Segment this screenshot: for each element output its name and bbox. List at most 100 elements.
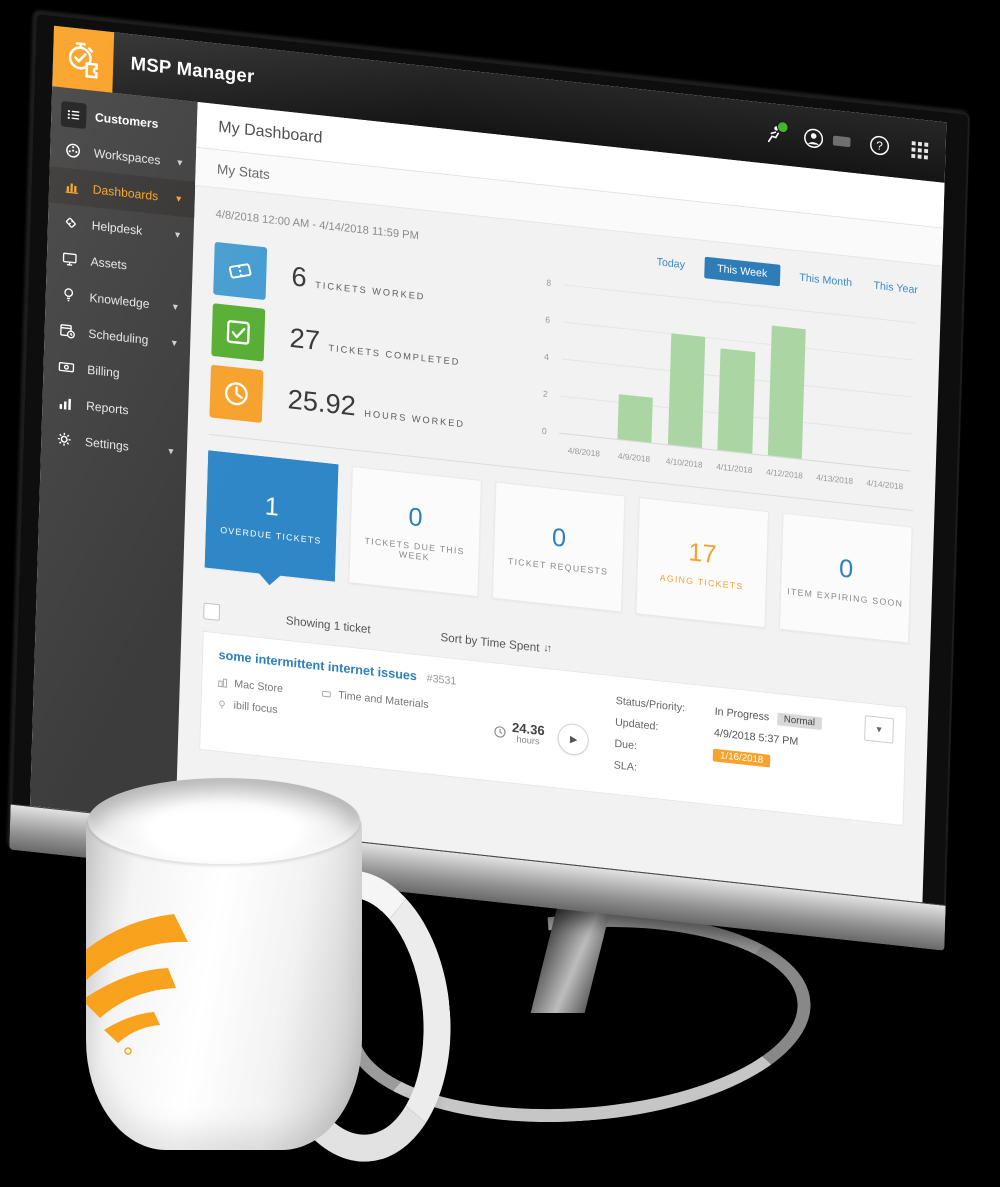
card-label: TICKET REQUESTS: [507, 556, 609, 577]
coffee-mug: [86, 778, 463, 1170]
metric-label: TICKETS COMPLETED: [328, 343, 461, 369]
select-all-checkbox[interactable]: [203, 602, 221, 621]
sidebar-item-reports[interactable]: Reports: [42, 383, 189, 435]
page-title: My Dashboard: [218, 117, 323, 147]
card-aging-tickets[interactable]: 17 AGING TICKETS: [635, 497, 770, 629]
metric-tickets-worked: 6 TICKETS WORKED: [213, 241, 525, 329]
metric-label: TICKETS WORKED: [315, 280, 426, 303]
chart-bar: [767, 325, 807, 459]
ticket-row: some intermittent internet issues #3531 …: [199, 630, 908, 826]
x-tick: 4/14/2018: [866, 477, 904, 492]
monitor-icon: [56, 249, 82, 268]
location-icon: [219, 700, 225, 709]
priority-badge: Normal: [776, 712, 823, 730]
showing-count: Showing 1 ticket: [285, 612, 371, 636]
ticket-title-link[interactable]: some intermittent internet issues: [218, 647, 418, 684]
sort-label: Sort by Time Spent: [440, 629, 540, 655]
calendar-clock-icon: [54, 321, 80, 340]
building-icon: [217, 678, 228, 688]
sidebar-item-label: Helpdesk: [91, 218, 143, 238]
metrics: 6 TICKETS WORKED: [209, 241, 525, 452]
ticket-field-labels: Status/Priority: Updated: Due: SLA:: [613, 690, 701, 785]
card-value: 0: [408, 501, 424, 533]
start-timer-button[interactable]: ▶: [557, 722, 590, 757]
chart-bar: [617, 394, 653, 443]
billing-type-icon: [322, 690, 331, 698]
list-icon: [60, 100, 87, 129]
account-icon[interactable]: [803, 126, 825, 150]
card-tickets-due-this-week[interactable]: 0 TICKETS DUE THIS WEEK: [348, 465, 482, 598]
chevron-down-icon: ▼: [169, 337, 179, 348]
sidebar-item-knowledge[interactable]: Knowledge ▼: [45, 274, 192, 326]
chart-bar: [567, 433, 602, 438]
sidebar-item-settings[interactable]: Settings ▼: [41, 419, 188, 471]
metric-value: 27: [289, 322, 321, 356]
sidebar-item-label: Billing: [87, 362, 120, 380]
sidebar-item-customers[interactable]: Customers: [51, 94, 198, 146]
mug-opening: [88, 778, 360, 864]
time-spent: 24.36 hours: [493, 719, 545, 748]
monitor: MSP Manager: [9, 12, 971, 951]
toggle-icon[interactable]: [832, 135, 851, 148]
sidebar: Customers Workspaces ▼: [30, 86, 198, 822]
help-icon[interactable]: ?: [869, 134, 891, 158]
sidebar-item-billing[interactable]: Billing: [43, 347, 190, 399]
tab-today[interactable]: Today: [656, 256, 686, 272]
card-item-expiring-soon[interactable]: 0 ITEM EXPIRING SOON: [779, 512, 913, 644]
apps-grid-icon[interactable]: [908, 138, 930, 162]
sidebar-item-label: Workspaces: [93, 146, 161, 167]
svg-text:?: ?: [876, 138, 883, 153]
date-range: 4/8/2018 12:00 AM - 4/14/2018 11:59 PM: [215, 208, 420, 243]
x-tick: 4/11/2018: [716, 461, 753, 476]
chevron-down-icon: ▼: [174, 192, 184, 204]
sidebar-item-label: Scheduling: [88, 326, 149, 347]
card-label: TICKETS DUE THIS WEEK: [364, 535, 465, 563]
ticket-billing-type: Time and Materials: [338, 689, 429, 711]
sidebar-item-dashboards[interactable]: Dashboards ▼: [48, 166, 196, 219]
ticket-id: #3531: [426, 672, 457, 688]
card-ticket-requests[interactable]: 0 TICKET REQUESTS: [491, 481, 626, 613]
tab-this-year[interactable]: This Year: [873, 279, 919, 297]
ticket-field-values: In Progress Normal 4/9/2018 5:37 PM 1/16…: [712, 701, 823, 798]
solarwinds-logo: [86, 914, 188, 1055]
sidebar-item-label: Dashboards: [92, 182, 159, 203]
tab-this-week[interactable]: This Week: [704, 256, 781, 287]
y-tick: 6: [545, 314, 551, 326]
banknote-icon: [53, 357, 79, 376]
sidebar-item-helpdesk[interactable]: Helpdesk ▼: [48, 202, 195, 254]
sidebar-item-assets[interactable]: Assets: [46, 238, 193, 290]
sidebar-item-scheduling[interactable]: Scheduling ▼: [44, 311, 191, 363]
sidebar-item-workspaces[interactable]: Workspaces ▼: [50, 130, 197, 182]
y-tick: 8: [546, 277, 552, 288]
notification-badge: [776, 120, 789, 134]
tab-this-month[interactable]: This Month: [799, 271, 853, 290]
stopwatch-ticket-icon: [68, 42, 98, 79]
sort-control[interactable]: Sort by Time Spent ↓↑: [440, 630, 550, 656]
chart-bar: [667, 333, 706, 449]
ticket-customer: Mac Store: [234, 678, 284, 696]
app-logo: [52, 25, 115, 93]
metric-hours-worked: 25.92 HOURS WORKED: [209, 364, 521, 452]
sidebar-item-label: Knowledge: [89, 290, 150, 311]
time-spent-unit: hours: [516, 734, 540, 748]
ticket-diamond-icon: [58, 213, 84, 232]
sidebar-item-label: Reports: [85, 398, 129, 417]
activity-icon[interactable]: [763, 120, 789, 146]
card-overdue-tickets[interactable]: 1 OVERDUE TICKETS: [204, 450, 339, 582]
ticket-icon: [213, 241, 268, 301]
ticket-actions-dropdown[interactable]: ▼: [864, 715, 895, 744]
chart-bars: [559, 284, 915, 470]
chevron-down-icon: ▼: [173, 228, 183, 240]
due-date-badge: 1/16/2018: [713, 748, 771, 768]
top-bar: MSP Manager: [52, 25, 947, 183]
card-label: OVERDUE TICKETS: [220, 525, 322, 546]
y-tick: 0: [541, 425, 547, 437]
x-tick: 4/13/2018: [816, 472, 854, 486]
chevron-down-icon: ▼: [170, 301, 180, 312]
metric-label: HOURS WORKED: [364, 408, 466, 431]
card-label: ITEM EXPIRING SOON: [787, 586, 904, 609]
x-tick: 4/9/2018: [617, 450, 651, 464]
card-value: 1: [264, 490, 280, 522]
bar-chart-icon: [59, 177, 85, 196]
y-tick: 2: [542, 388, 548, 400]
